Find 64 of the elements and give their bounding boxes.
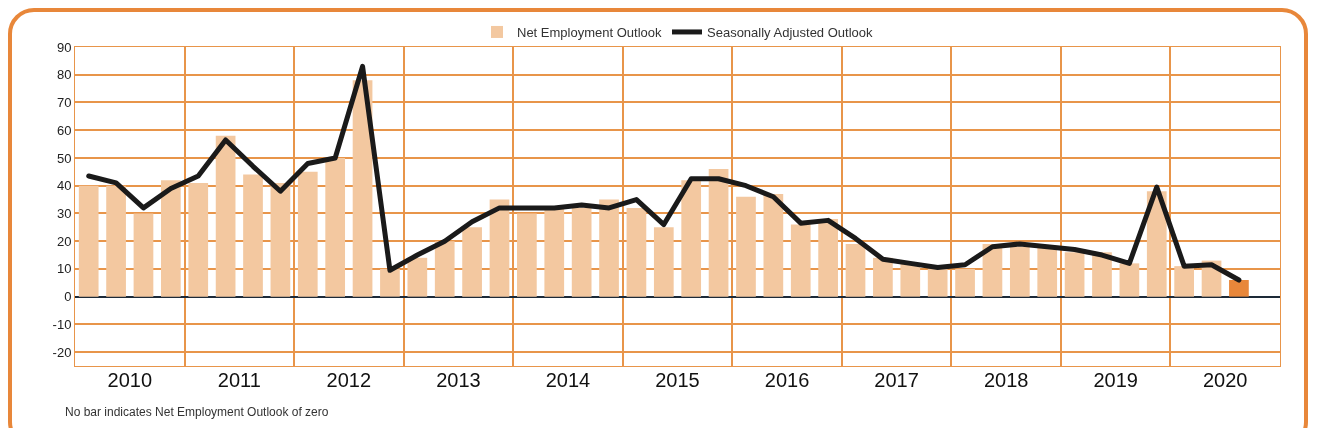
x-tick-label: 2019 (1093, 369, 1138, 391)
bar (1174, 266, 1195, 297)
bar (462, 227, 482, 297)
bar (243, 174, 263, 297)
bar (1064, 252, 1085, 297)
bar (297, 171, 318, 297)
bar (160, 180, 181, 297)
bar (873, 257, 893, 297)
x-tick-label: 2017 (874, 369, 919, 391)
legend-label: Seasonally Adjusted Outlook (707, 25, 873, 41)
y-tick-label: 70 (56, 95, 72, 111)
bar (955, 268, 975, 297)
y-tick-label: 0 (64, 289, 72, 305)
x-tick-label: 2010 (107, 369, 153, 391)
y-tick-label: -20 (52, 344, 72, 360)
bar (544, 207, 565, 297)
bar (571, 207, 592, 297)
x-tick-label: 2011 (217, 369, 261, 391)
bar (708, 169, 729, 297)
bar (380, 268, 400, 297)
bar (489, 199, 510, 297)
bar (599, 199, 619, 297)
bar (1229, 280, 1249, 297)
bar (215, 135, 236, 297)
text: No bar indicates Net Employment Outlook of zero (65, 405, 329, 419)
bar (1009, 246, 1030, 297)
bar (681, 180, 702, 297)
bar (790, 224, 811, 297)
legend-label: Net Employment Outlook (517, 25, 662, 41)
y-tick-label: 10 (56, 261, 72, 277)
x-tick-label: 2014 (545, 369, 591, 391)
y-tick-label: 90 (56, 39, 72, 55)
bar (1037, 246, 1058, 297)
bar (1119, 263, 1140, 297)
y-tick-label: 20 (56, 233, 72, 249)
y-tick-label: -10 (52, 316, 72, 332)
bar (407, 257, 428, 297)
y-tick-label: 60 (56, 122, 72, 138)
bar (78, 185, 99, 297)
bar (736, 196, 756, 297)
bar (845, 243, 866, 297)
bar (517, 213, 537, 297)
bar (927, 268, 948, 297)
y-tick-label: 30 (56, 205, 72, 221)
bar (188, 182, 209, 297)
x-tick-label: 2015 (655, 369, 700, 391)
bar (900, 263, 921, 297)
bar (106, 185, 126, 297)
x-tick-label: 2016 (764, 369, 810, 391)
x-tick-label: 2012 (326, 369, 372, 391)
y-tick-label: 80 (56, 67, 72, 83)
y-tick-label: 40 (56, 178, 72, 194)
x-tick-label: 2020 (1202, 369, 1248, 391)
y-tick-label: 50 (56, 150, 72, 166)
bar (434, 241, 455, 297)
bar (133, 213, 154, 297)
x-tick-label: 2013 (436, 369, 481, 391)
bar (763, 194, 784, 297)
bar (653, 227, 674, 297)
bar (818, 218, 838, 297)
bar (270, 182, 291, 297)
bar (325, 157, 346, 297)
bar (626, 207, 647, 297)
x-tick-label: 2018 (983, 369, 1029, 391)
